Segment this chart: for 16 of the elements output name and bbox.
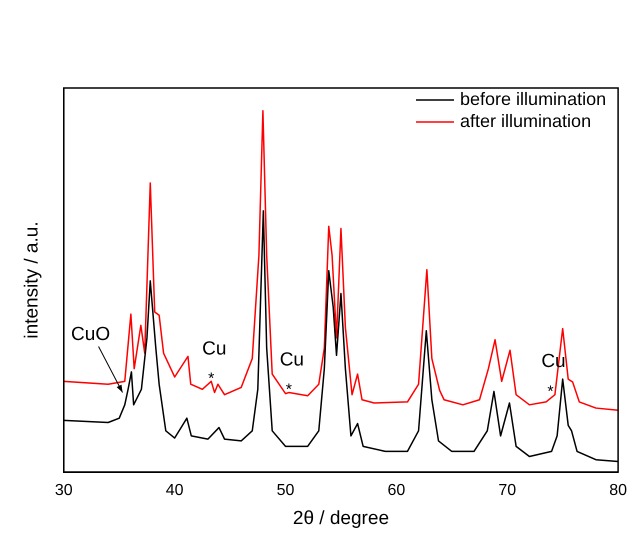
y-axis-title: intensity / a.u.	[22, 221, 43, 339]
annotation: *	[286, 382, 292, 399]
x-tick-label: 30	[54, 482, 73, 500]
x-tick-label: 60	[387, 482, 406, 500]
annotation: CuO	[71, 324, 110, 345]
x-tick-label: 80	[609, 482, 628, 500]
x-tick-label: 70	[498, 482, 516, 500]
annotation: *	[208, 370, 214, 388]
annotation: Cu	[202, 338, 226, 360]
annotation: Cu	[280, 349, 304, 370]
x-tick-label: 50	[276, 482, 295, 500]
legend-label: before illumination	[460, 88, 606, 109]
x-tick-label: 40	[166, 482, 184, 500]
legend-label: after illumination	[460, 110, 592, 131]
annotation: *	[547, 383, 554, 400]
x-axis-title: 2θ / degree	[292, 508, 390, 529]
